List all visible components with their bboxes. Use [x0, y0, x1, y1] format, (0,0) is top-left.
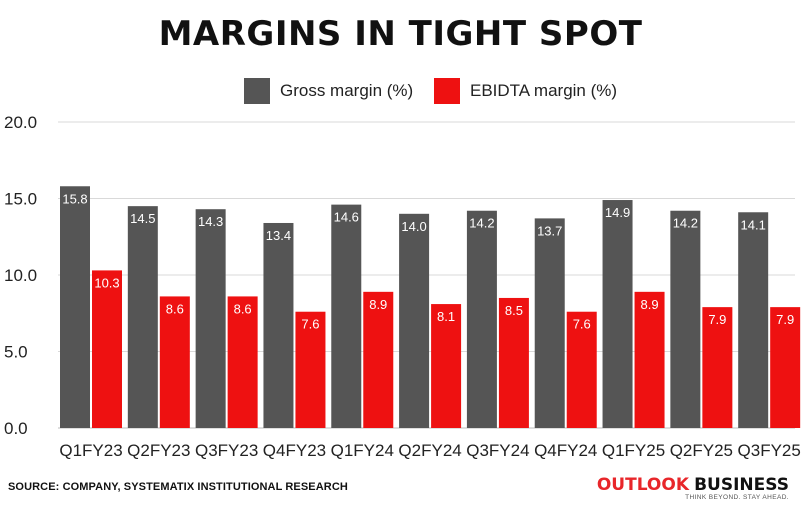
data-label: 8.5 — [505, 303, 523, 318]
y-tick-label: 20.0 — [4, 113, 37, 132]
legend-swatch-ebidta — [434, 78, 460, 104]
x-tick-label: Q3FY23 — [195, 441, 258, 460]
x-tick-label: Q2FY24 — [398, 441, 461, 460]
source-note: SOURCE: COMPANY, SYSTEMATIX INSTITUTIONA… — [8, 481, 348, 493]
data-label: 13.7 — [537, 223, 562, 238]
data-label: 7.9 — [708, 312, 726, 327]
legend-item-ebidta: EBIDTA margin (%) — [434, 76, 617, 106]
x-tick-label: Q2FY25 — [670, 441, 733, 460]
x-tick-label: Q3FY24 — [466, 441, 529, 460]
legend-label-ebidta: EBIDTA margin (%) — [470, 81, 618, 100]
data-label: 8.6 — [234, 301, 252, 316]
data-label: 8.9 — [369, 297, 387, 312]
data-label: 14.9 — [605, 205, 630, 220]
bar — [92, 270, 122, 428]
chart-title: MARGINS IN TIGHT SPOT — [158, 14, 643, 54]
data-label: 14.0 — [401, 219, 426, 234]
y-tick-label: 5.0 — [4, 343, 28, 362]
bar — [60, 186, 90, 428]
brand-word-business: BUSINESS — [694, 475, 789, 495]
x-tick-label: Q4FY24 — [534, 441, 597, 460]
data-label: 7.6 — [301, 317, 319, 332]
data-label: 14.6 — [334, 210, 359, 225]
bar — [195, 209, 226, 428]
y-tick-label: 0.0 — [4, 419, 28, 438]
brand-word-outlook: OUTLOOK — [596, 475, 689, 495]
x-tick-label: Q1FY23 — [59, 441, 122, 460]
bar — [602, 200, 633, 428]
bar — [127, 206, 158, 428]
legend-label-gross: Gross margin (%) — [280, 81, 414, 100]
bar — [738, 212, 769, 428]
bar — [227, 296, 258, 428]
x-tick-label: Q2FY23 — [127, 441, 190, 460]
bar — [399, 213, 430, 428]
bars: 15.8 10.3 14.5 8.6 14.3 8.6 13.4 7.6 14.6 8.9 14.0… — [60, 186, 801, 428]
brand-logo: OUTLOOK BUSINESS THINK BEYOND. STAY AHEA… — [597, 475, 789, 501]
bar — [634, 291, 665, 428]
x-tick-label: Q3FY25 — [738, 441, 801, 460]
bar — [263, 222, 294, 428]
legend-swatch-gross — [244, 78, 270, 104]
bar — [431, 304, 462, 428]
bar — [770, 307, 801, 428]
x-tick-label: Q4FY23 — [263, 441, 326, 460]
data-label: 10.3 — [94, 275, 119, 290]
brand-tagline: THINK BEYOND. STAY AHEAD. — [685, 494, 789, 501]
x-tick-label: Q1FY25 — [602, 441, 665, 460]
legend: Gross margin (%) EBIDTA margin (%) — [0, 76, 801, 106]
data-label: 7.6 — [573, 317, 591, 332]
data-label: 14.3 — [198, 214, 223, 229]
bar — [466, 210, 497, 428]
y-tick-label: 15.0 — [4, 190, 37, 209]
data-label: 13.4 — [266, 228, 291, 243]
bar — [566, 311, 597, 428]
bar — [295, 311, 326, 428]
data-label: 14.1 — [741, 217, 766, 232]
bar — [534, 218, 565, 428]
data-label: 14.5 — [130, 211, 155, 226]
bar — [670, 210, 701, 428]
data-label: 8.1 — [437, 309, 455, 324]
x-tick-label: Q1FY24 — [331, 441, 394, 460]
data-label: 8.9 — [641, 297, 659, 312]
data-label: 7.9 — [776, 312, 794, 327]
legend-item-gross: Gross margin (%) — [244, 76, 413, 106]
data-label: 14.2 — [673, 216, 698, 231]
data-label: 8.6 — [166, 301, 184, 316]
bar — [363, 291, 394, 428]
x-axis: Q1FY23 Q2FY23 Q3FY23 Q4FY23 Q1FY24 Q2FY24 Q3FY… — [59, 441, 800, 460]
data-label: 15.8 — [62, 191, 87, 206]
bar — [702, 307, 733, 428]
bar — [498, 297, 529, 428]
bar — [159, 296, 190, 428]
y-tick-label: 10.0 — [4, 266, 37, 285]
data-label: 14.2 — [469, 216, 494, 231]
bar — [331, 204, 362, 428]
y-axis: 0.0 5.0 10.0 15.0 20.0 — [4, 113, 37, 438]
